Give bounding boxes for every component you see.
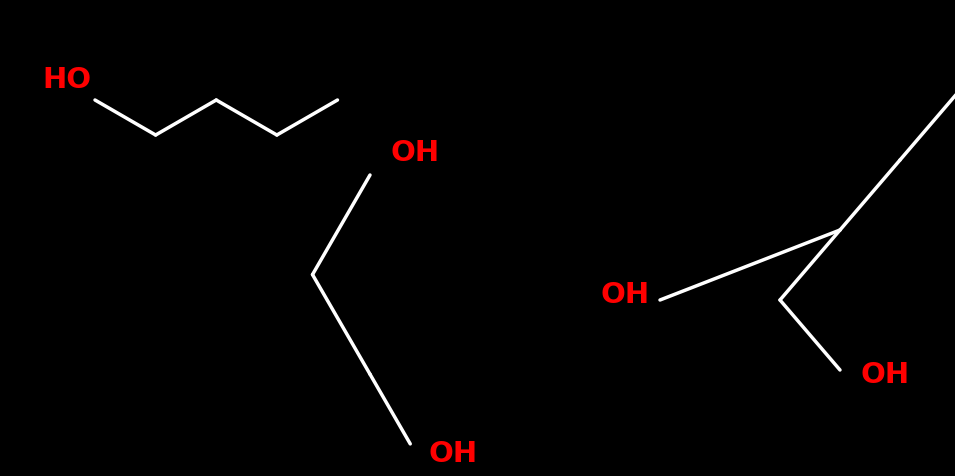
- Text: OH: OH: [428, 440, 478, 468]
- Text: OH: OH: [860, 361, 909, 389]
- Text: HO: HO: [42, 66, 92, 94]
- Text: OH: OH: [601, 281, 650, 309]
- Text: OH: OH: [390, 139, 439, 167]
